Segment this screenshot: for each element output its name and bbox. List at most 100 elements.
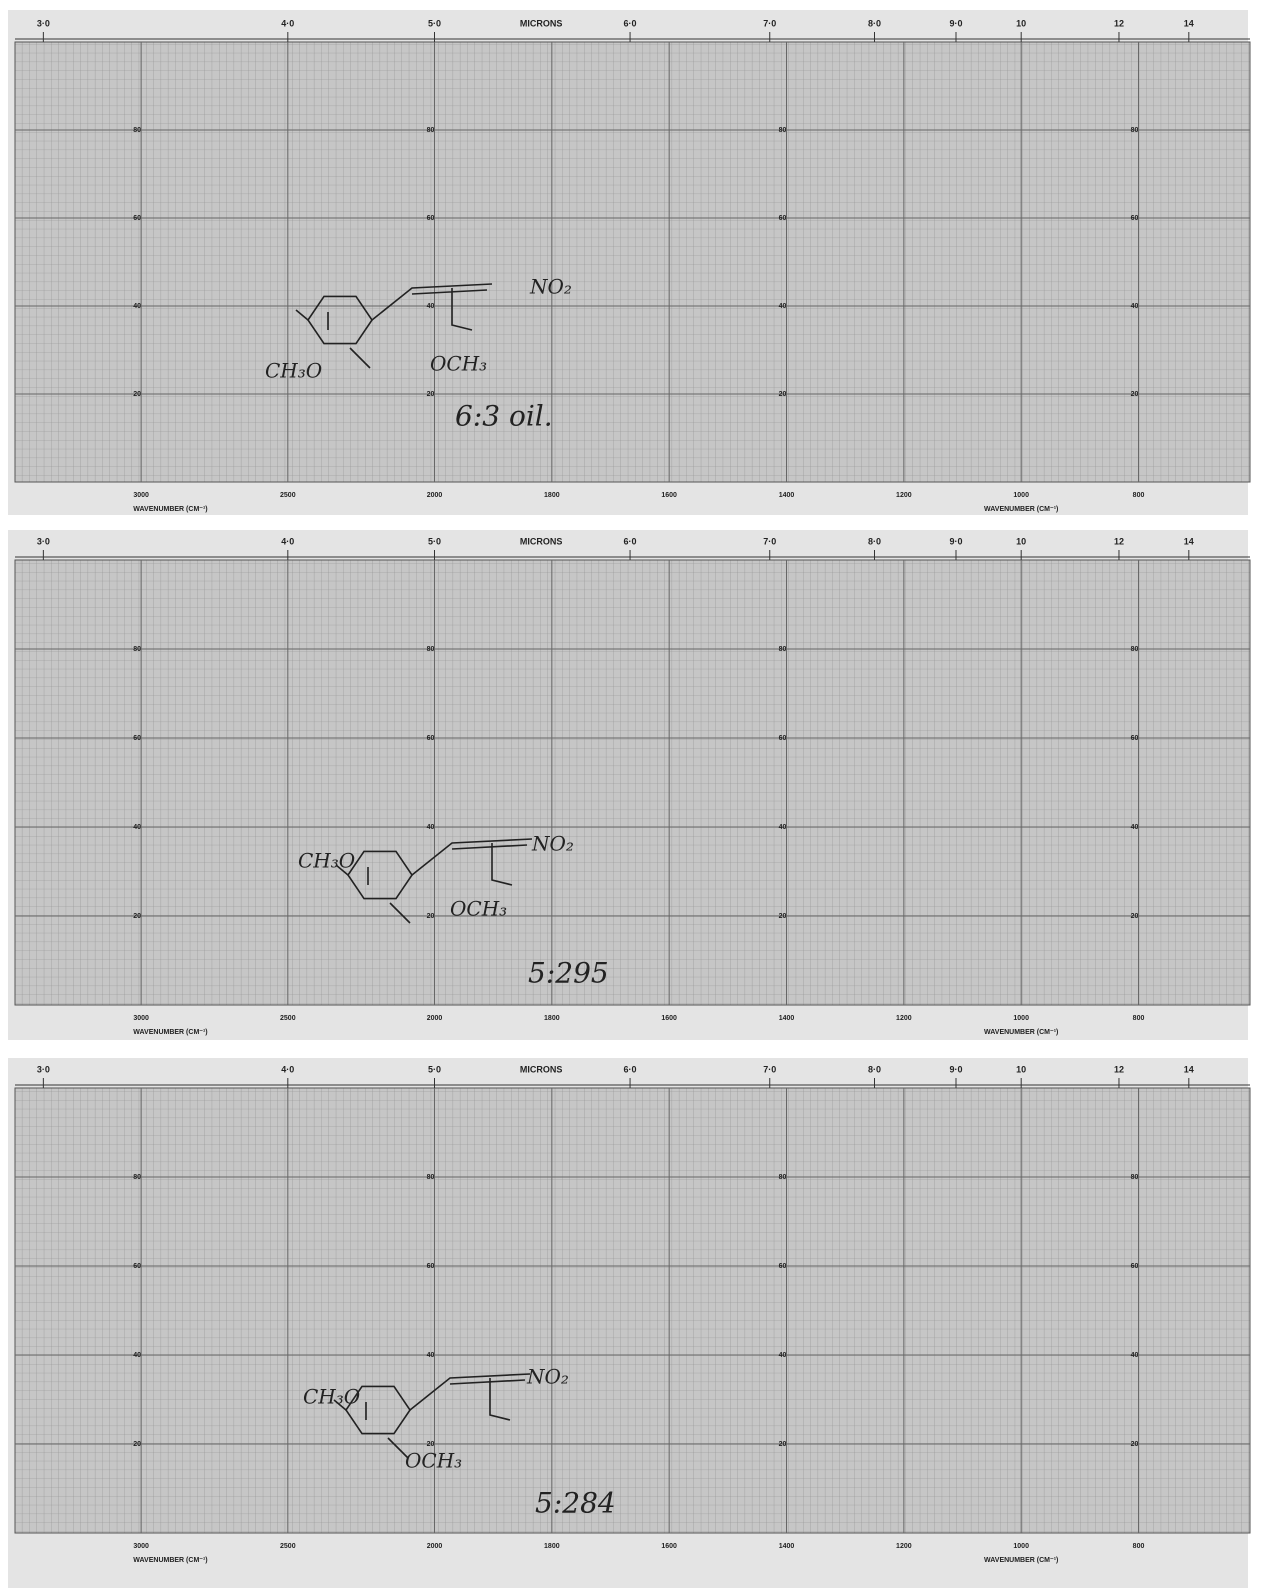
y-tick-label: 60 (1131, 1263, 1139, 1270)
x2-axis-label: MICRONS (520, 536, 563, 546)
y-tick-label: 40 (1131, 1352, 1139, 1359)
annotation: NO₂ (526, 1365, 569, 1389)
y-tick-label: 40 (779, 1352, 787, 1359)
x-tick-label: 800 (1133, 1015, 1145, 1022)
x2-tick-label: 7·0 (763, 536, 776, 546)
y-tick-label: 60 (133, 735, 141, 742)
x-tick-label: 2500 (280, 492, 296, 499)
y-tick-label: 20 (1131, 391, 1139, 398)
structure-bond (335, 838, 533, 924)
x-tick-label: 1200 (896, 1015, 912, 1022)
x-tick-label: 1000 (1013, 492, 1029, 499)
x-tick-label: 1800 (544, 1015, 560, 1022)
x-tick-label: 1200 (896, 1543, 912, 1550)
x-tick-label: 1200 (896, 492, 912, 499)
x2-tick-label: 14 (1184, 18, 1194, 28)
annotation: OCH₃ (405, 1449, 462, 1473)
y-tick-label: 40 (1131, 303, 1139, 310)
x2-tick-label: 3·0 (37, 1064, 50, 1074)
x2-tick-label: 10 (1016, 1064, 1026, 1074)
x2-tick-label: 5·0 (428, 18, 441, 28)
y-tick-label: 80 (427, 127, 435, 134)
y-tick-label: 60 (779, 215, 787, 222)
y-tick-label: 60 (133, 1263, 141, 1270)
x2-tick-label: 3·0 (37, 536, 50, 546)
x2-axis-label: MICRONS (520, 1064, 563, 1074)
x-tick-label: 2500 (280, 1543, 296, 1550)
annotation: 5:284 (535, 1487, 616, 1520)
x-axis-label: WAVENUMBER (CM⁻¹) (133, 1029, 207, 1036)
annotation: OCH₃ (430, 352, 487, 376)
x2-tick-label: 4·0 (281, 536, 294, 546)
y-tick-label: 40 (133, 824, 141, 831)
annotation: CH₃O (265, 359, 322, 383)
x-tick-label: 1400 (779, 492, 795, 499)
y-tick-label: 20 (133, 1441, 141, 1448)
y-tick-label: 40 (427, 824, 435, 831)
annotation: NO₂ (529, 275, 572, 299)
x2-tick-label: 12 (1114, 536, 1124, 546)
annotation: 6:3 oil. (455, 400, 553, 433)
x2-tick-label: 14 (1184, 1064, 1194, 1074)
x-tick-label: 3000 (133, 1543, 149, 1550)
x2-tick-label: 8·0 (868, 1064, 881, 1074)
plot-area (14, 41, 1251, 483)
annotation: CH₃O (303, 1385, 360, 1409)
x2-tick-label: 8·0 (868, 18, 881, 28)
x-tick-label: 2000 (427, 1015, 443, 1022)
y-tick-label: 20 (427, 391, 435, 398)
y-tick-label: 60 (1131, 735, 1139, 742)
y-tick-label: 60 (427, 735, 435, 742)
y-tick-label: 20 (427, 913, 435, 920)
y-tick-label: 40 (427, 303, 435, 310)
x2-tick-label: 7·0 (763, 18, 776, 28)
x2-tick-label: 6·0 (624, 536, 637, 546)
y-tick-label: 80 (779, 646, 787, 653)
annotation: NO₂ (531, 832, 574, 856)
plot-area (14, 1087, 1251, 1534)
x2-tick-label: 7·0 (763, 1064, 776, 1074)
y-tick-label: 80 (133, 1174, 141, 1181)
x-axis-label: WAVENUMBER (CM⁻¹) (133, 1557, 207, 1564)
y-tick-label: 20 (1131, 913, 1139, 920)
x2-tick-label: 4·0 (281, 1064, 294, 1074)
x-tick-label: 2000 (427, 1543, 443, 1550)
x-tick-label: 1600 (661, 1015, 677, 1022)
y-tick-label: 20 (779, 1441, 787, 1448)
x-tick-label: 1600 (661, 492, 677, 499)
x-axis-label: WAVENUMBER (CM⁻¹) (984, 506, 1058, 513)
x2-tick-label: 5·0 (428, 1064, 441, 1074)
x2-tick-label: 3·0 (37, 18, 50, 28)
y-tick-label: 20 (133, 391, 141, 398)
y-tick-label: 40 (779, 303, 787, 310)
annotation: CH₃O (298, 849, 355, 873)
y-tick-label: 40 (427, 1352, 435, 1359)
y-tick-label: 80 (427, 1174, 435, 1181)
x2-tick-label: 10 (1016, 18, 1026, 28)
y-tick-label: 80 (1131, 127, 1139, 134)
y-tick-label: 40 (133, 303, 141, 310)
y-tick-label: 20 (779, 913, 787, 920)
x2-tick-label: 10 (1016, 536, 1026, 546)
y-tick-label: 60 (1131, 215, 1139, 222)
y-tick-label: 20 (1131, 1441, 1139, 1448)
y-tick-label: 60 (427, 215, 435, 222)
x2-tick-label: 6·0 (624, 1064, 637, 1074)
x-axis-label: WAVENUMBER (CM⁻¹) (984, 1557, 1058, 1564)
y-tick-label: 20 (133, 913, 141, 920)
x2-tick-label: 9·0 (949, 536, 962, 546)
structure-bond (295, 283, 493, 369)
y-tick-label: 60 (133, 215, 141, 222)
y-tick-label: 60 (779, 1263, 787, 1270)
x-tick-label: 3000 (133, 492, 149, 499)
y-tick-label: 40 (779, 824, 787, 831)
x2-tick-label: 5·0 (428, 536, 441, 546)
x-axis-label: WAVENUMBER (CM⁻¹) (133, 506, 207, 513)
y-tick-label: 40 (1131, 824, 1139, 831)
x2-tick-label: 12 (1114, 1064, 1124, 1074)
x2-tick-label: 6·0 (624, 18, 637, 28)
x-tick-label: 800 (1133, 492, 1145, 499)
x-tick-label: 1800 (544, 492, 560, 499)
y-tick-label: 80 (1131, 646, 1139, 653)
